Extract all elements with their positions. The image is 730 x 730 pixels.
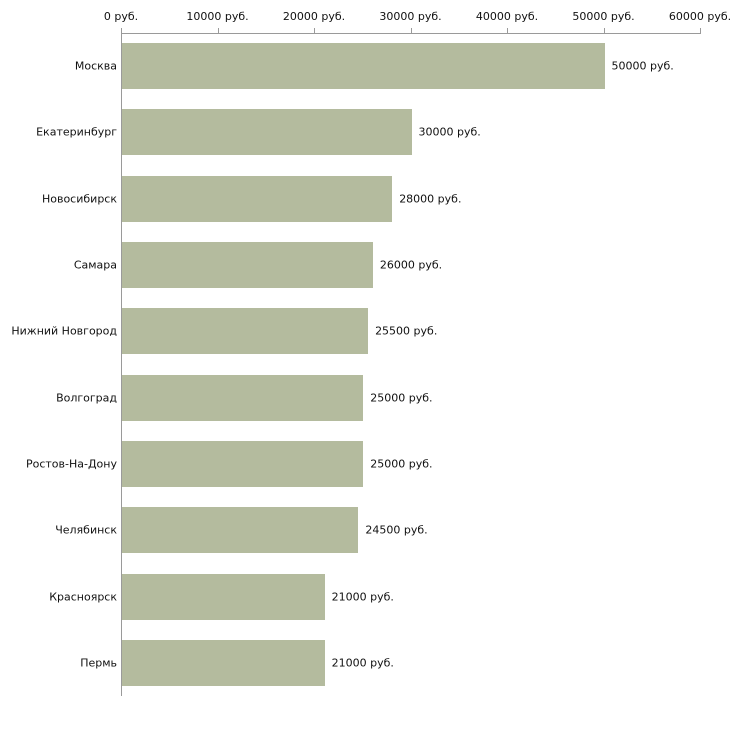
bar-value-label: 26000 руб. [379, 258, 443, 272]
bar-value-label: 24500 руб. [365, 523, 428, 537]
bar-value-label: 30000 руб. [418, 125, 481, 139]
bar-value-label: 25000 руб. [370, 457, 433, 471]
bar-Новосибирск [122, 175, 393, 222]
x-tick-label: 30000 руб. [379, 10, 442, 23]
category-label: Новосибирск [41, 192, 117, 206]
bar-Волгоград [122, 374, 364, 421]
category-label: Самара [73, 258, 117, 272]
category-label: Ростов-На-Дону [25, 457, 117, 471]
category-label: Волгоград [56, 391, 117, 405]
x-tick-mark [121, 28, 122, 33]
x-tick-mark [700, 28, 701, 33]
bar-Самара [122, 242, 373, 289]
y-axis-line [121, 33, 122, 696]
bar-value-label: 21000 руб. [331, 590, 394, 604]
bar-Екатеринбург [122, 109, 412, 156]
category-label: Пермь [80, 656, 117, 670]
x-tick-label: 10000 руб. [186, 10, 249, 23]
bar-Пермь [122, 639, 325, 686]
bar-value-label: 50000 руб. [611, 59, 674, 73]
x-tick-label: 50000 руб. [572, 10, 635, 23]
x-axis-line [121, 33, 701, 34]
x-tick-mark [603, 28, 605, 33]
bar-Нижний Новгород [122, 308, 369, 355]
category-label: Челябинск [55, 523, 117, 537]
x-tick-mark [507, 28, 508, 33]
bar-Челябинск [122, 507, 359, 554]
x-tick-mark [410, 28, 412, 33]
bar-value-label: 28000 руб. [399, 192, 462, 206]
bar-value-label: 25000 руб. [370, 391, 433, 405]
bar-value-label: 25500 руб. [375, 324, 438, 338]
bar-value-label: 21000 руб. [331, 656, 394, 670]
category-label: Красноярск [49, 590, 117, 604]
category-label: Нижний Новгород [11, 324, 117, 338]
x-tick-label: 60000 руб. [668, 10, 730, 23]
bar-Красноярск [122, 573, 325, 620]
category-label: Екатеринбург [36, 125, 117, 139]
x-tick-label: 20000 руб. [282, 10, 346, 23]
x-tick-mark [314, 28, 315, 33]
bar-Москва [122, 43, 605, 90]
x-tick-mark [217, 28, 219, 33]
category-label: Москва [74, 59, 117, 73]
bar-Ростов-На-Дону [122, 440, 364, 487]
x-tick-label: 0 руб. [103, 10, 139, 23]
x-tick-label: 40000 руб. [475, 10, 539, 23]
